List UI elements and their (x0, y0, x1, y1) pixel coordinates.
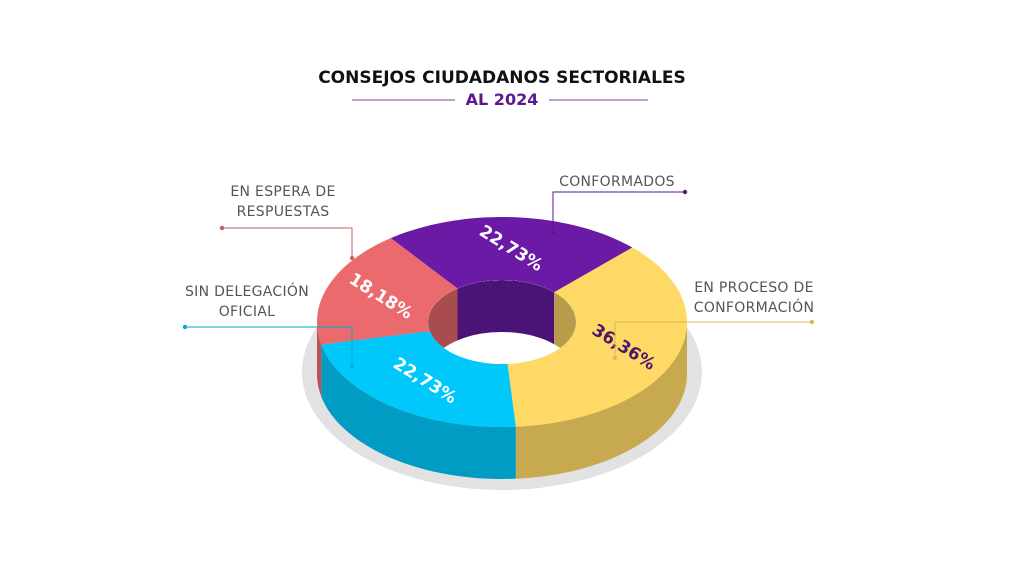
slice-side (321, 344, 516, 479)
slice (390, 217, 633, 293)
category-label: CONFORMADOS (559, 174, 675, 190)
chart-subtitle: AL 2024 (465, 90, 539, 109)
category-label: EN PROCESO DE CONFORMACIÓN (693, 280, 815, 316)
leader-dot (682, 189, 688, 195)
leader-line (614, 321, 812, 358)
slice (507, 247, 687, 427)
leader-dot (350, 364, 354, 368)
leader-dot (219, 225, 225, 231)
leader-dot (551, 230, 555, 234)
leader-dot (182, 324, 188, 330)
leader-dot (809, 319, 815, 325)
slice-side (515, 322, 687, 479)
leader-dot (350, 256, 354, 260)
slice-side (317, 322, 322, 397)
leader-line (552, 191, 685, 232)
chart-title: CONSEJOS CIUDADANOS SECTORIALES (318, 68, 686, 88)
leader-line (222, 227, 353, 258)
leader-line (185, 326, 353, 366)
slice (321, 331, 516, 427)
slice-inner-side (457, 280, 555, 345)
leader-dot (613, 356, 617, 360)
category-label: EN ESPERA DE RESPUESTAS (230, 184, 336, 220)
slice (317, 238, 458, 345)
category-label: SIN DELEGACIÓN OFICIAL (185, 284, 309, 320)
